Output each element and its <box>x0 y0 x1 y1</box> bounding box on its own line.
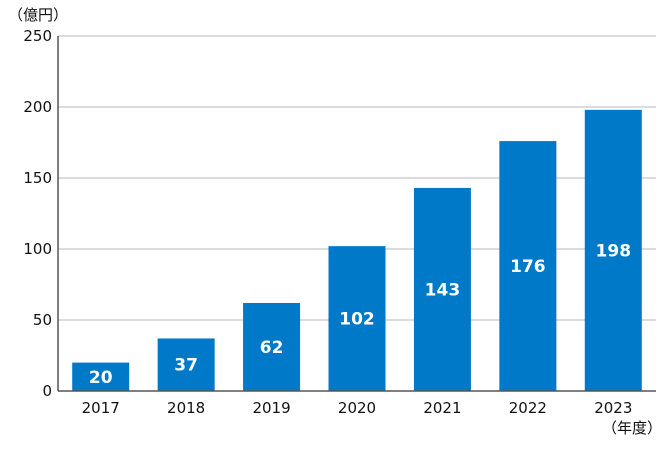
x-tick-label: 2021 <box>423 399 461 417</box>
y-tick-labels: 0 50 100 150 200 250 <box>23 27 52 400</box>
data-label-2017: 20 <box>89 368 113 388</box>
x-tick-label: 2018 <box>167 399 205 417</box>
data-label-2019: 62 <box>260 338 284 358</box>
x-tick-labels: 2017 2018 2019 2020 2021 2022 2023 <box>82 399 633 417</box>
x-tick-label: 2023 <box>594 399 632 417</box>
data-label-2023: 198 <box>596 241 632 261</box>
data-label-2021: 143 <box>425 280 461 300</box>
y-tick-label: 250 <box>23 27 52 45</box>
bar-2023 <box>584 109 642 391</box>
y-axis-unit-label: （億円） <box>8 6 68 24</box>
data-label-2018: 37 <box>174 356 198 376</box>
y-tick-label: 200 <box>23 98 52 116</box>
y-tick-label: 150 <box>23 169 52 187</box>
data-label-2020: 102 <box>339 310 375 330</box>
x-tick-label: 2020 <box>338 399 376 417</box>
bars <box>72 109 642 391</box>
bar-2020 <box>328 246 386 391</box>
bar-2022 <box>499 141 557 391</box>
bar-2019 <box>243 302 301 391</box>
data-labels: 20 37 62 102 143 176 198 <box>89 241 631 387</box>
data-label-2022: 176 <box>510 257 546 277</box>
x-tick-label: 2017 <box>82 399 120 417</box>
x-axis-unit-label: （年度） <box>602 419 662 437</box>
x-tick-label: 2019 <box>252 399 290 417</box>
y-tick-label: 100 <box>23 240 52 258</box>
x-tick-label: 2022 <box>509 399 547 417</box>
bar-2018 <box>157 338 215 391</box>
y-tick-label: 0 <box>42 382 52 400</box>
bar-2021 <box>413 187 471 391</box>
bar-2017 <box>72 362 130 391</box>
axes <box>57 36 656 392</box>
y-tick-label: 50 <box>33 311 52 329</box>
